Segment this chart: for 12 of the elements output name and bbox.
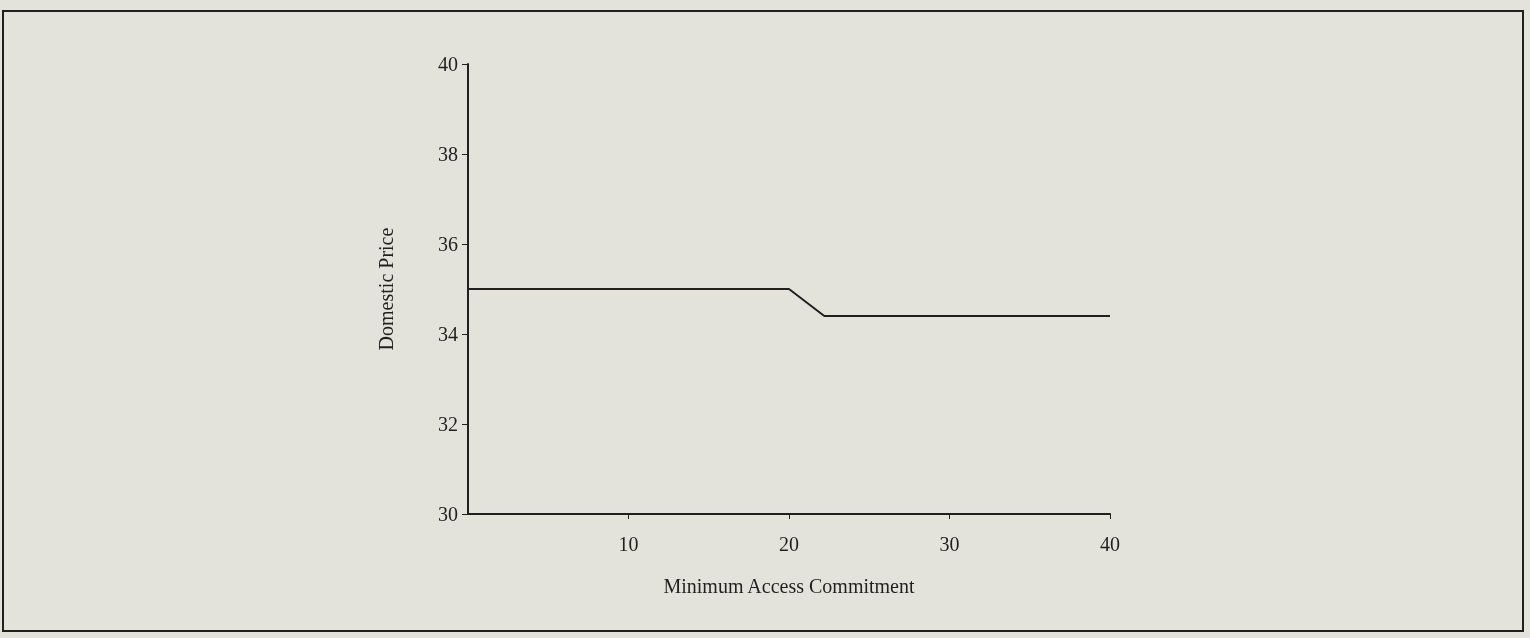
y-tick-label: 32	[438, 413, 458, 435]
x-tick-label: 10	[618, 533, 639, 555]
y-tick-label: 30	[438, 503, 458, 525]
y-tick-label: 38	[438, 143, 458, 165]
x-axis-title: Minimum Access Commitment	[663, 575, 915, 597]
x-tick-label: 20	[779, 533, 799, 555]
y-tick-label: 34	[438, 323, 458, 345]
y-axis-title: Domestic Price	[375, 227, 397, 351]
x-tick-label: 40	[1100, 533, 1120, 555]
x-tick-label: 30	[939, 533, 960, 555]
y-tick-label: 36	[438, 233, 458, 255]
y-tick-label: 40	[438, 53, 458, 75]
